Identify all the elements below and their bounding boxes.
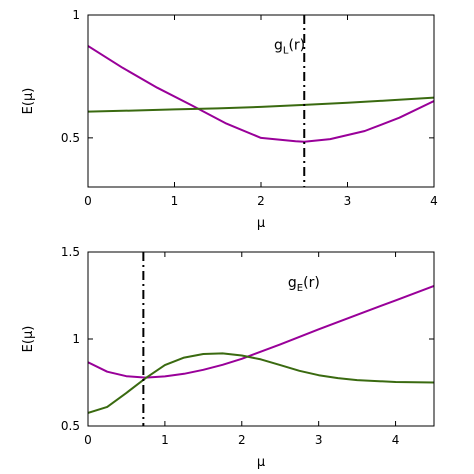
plot-frame [87, 251, 435, 427]
series-line-2 [88, 96, 434, 113]
x-tick-label: 0 [84, 194, 92, 208]
y-tick-label: 1.5 [61, 245, 80, 259]
x-tick-label: 2 [238, 433, 246, 447]
x-tick-label: 2 [257, 194, 265, 208]
x-tick-label: 3 [344, 194, 352, 208]
curve-annotation: gL(r) [274, 37, 305, 56]
chart-panel-2: 0 1 2 3 4 0.5 1 1.5 μ E(μ) gE(r) [21, 245, 435, 470]
y-tick-label: 1 [72, 8, 80, 22]
chart-panel-1: 0 1 2 3 4 0.5 1 μ E(μ) gL(r) [21, 8, 438, 231]
y-axis-label: E(μ) [21, 88, 36, 115]
x-tick-label: 3 [315, 433, 323, 447]
y-tick-label: 0.5 [61, 131, 80, 145]
x-axis-label: μ [257, 455, 265, 470]
series-line-1 [88, 284, 434, 379]
x-tick-label: 4 [430, 194, 438, 208]
x-tick-label: 1 [171, 194, 179, 208]
y-tick-label: 0.5 [61, 419, 80, 433]
x-axis-label: μ [257, 216, 265, 231]
x-tick-label: 1 [161, 433, 169, 447]
series-line-2 [88, 352, 434, 414]
annotation-suffix: (r) [288, 37, 305, 53]
y-tick-label: 1 [72, 332, 80, 346]
annotation-main: g [274, 37, 283, 53]
annotation-suffix: (r) [303, 275, 320, 291]
x-tick-label: 4 [392, 433, 400, 447]
x-tick-label: 0 [84, 433, 92, 447]
series-line-1 [88, 45, 434, 143]
y-axis-label: E(μ) [21, 326, 36, 353]
annotation-subscript: L [283, 45, 289, 56]
curve-annotation: gE(r) [288, 275, 320, 294]
annotation-main: g [288, 275, 297, 291]
annotation-subscript: E [297, 283, 303, 294]
